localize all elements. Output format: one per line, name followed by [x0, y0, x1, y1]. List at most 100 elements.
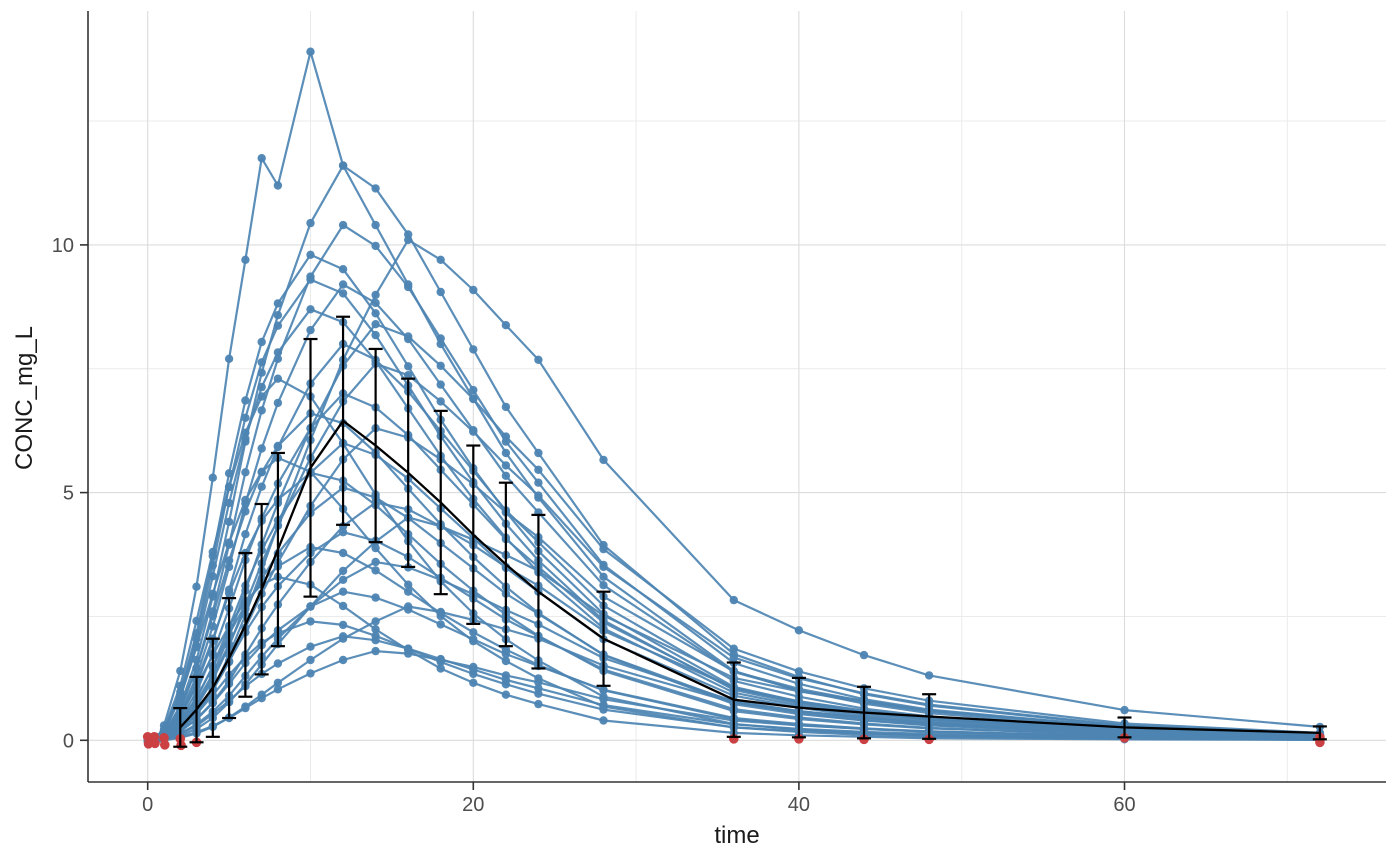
- flagged-observation-point: [160, 740, 170, 750]
- observation-point: [338, 289, 348, 298]
- observation-point: [306, 305, 315, 314]
- observation-point: [273, 321, 283, 330]
- flagged-observation-point: [150, 738, 160, 749]
- observation-point: [257, 467, 266, 476]
- observation-point: [469, 678, 478, 687]
- observation-point: [241, 396, 250, 405]
- observation-point: [534, 478, 543, 487]
- observation-point: [224, 538, 234, 547]
- observation-point: [306, 602, 315, 611]
- observation-point: [273, 348, 283, 357]
- observation-point: [208, 611, 217, 621]
- observation-point: [371, 220, 380, 230]
- observation-point: [501, 432, 511, 441]
- observation-point: [599, 716, 608, 725]
- observation-point: [224, 483, 234, 492]
- observation-point: [599, 581, 608, 590]
- observation-point: [501, 649, 511, 659]
- subject-line: [147, 50, 1320, 742]
- observation-point: [338, 566, 348, 576]
- observation-point: [501, 656, 511, 666]
- observation-point: [371, 593, 380, 602]
- observation-point: [241, 468, 250, 477]
- observation-point: [257, 406, 266, 415]
- observation-point: [1120, 705, 1129, 715]
- observation-point: [599, 455, 608, 465]
- observation-point: [371, 290, 380, 300]
- observation-point: [338, 655, 348, 665]
- observation-point: [192, 582, 201, 591]
- observation-point: [404, 602, 413, 611]
- observation-point: [534, 491, 543, 500]
- observation-point: [224, 498, 234, 508]
- observation-point: [534, 448, 543, 458]
- observation-point: [273, 685, 283, 694]
- observation-point: [599, 572, 608, 581]
- observation-point: [176, 693, 185, 702]
- observation-point: [273, 299, 283, 308]
- flagged-observation-point: [159, 733, 169, 743]
- observation-point: [501, 461, 511, 470]
- x-axis-title: time: [714, 822, 759, 849]
- observation-point: [404, 332, 413, 341]
- observation-point: [273, 678, 283, 687]
- observation-point: [338, 575, 348, 584]
- observation-point: [436, 664, 445, 673]
- observation-point: [241, 507, 250, 516]
- observation-point: [208, 547, 217, 557]
- observation-point: [436, 287, 445, 297]
- observation-point: [436, 334, 445, 343]
- observation-point: [241, 428, 250, 437]
- observation-point: [599, 700, 608, 710]
- observation-point: [469, 345, 478, 354]
- error-bar: [173, 706, 188, 748]
- observation-point: [257, 444, 266, 453]
- mean-and-errorbars: [173, 315, 1327, 748]
- observation-point: [436, 607, 445, 617]
- observation-point: [208, 589, 217, 598]
- observation-point: [404, 362, 413, 371]
- observation-point: [306, 669, 315, 678]
- observation-point: [306, 218, 315, 228]
- observation-point: [534, 699, 543, 709]
- observation-point: [404, 587, 413, 596]
- observation-point: [501, 671, 511, 680]
- observation-point: [241, 495, 250, 505]
- observation-point: [192, 664, 201, 673]
- observation-point: [273, 181, 283, 190]
- observation-point: [501, 690, 511, 699]
- observation-point: [371, 298, 380, 308]
- observation-point: [371, 617, 380, 626]
- observation-point: [338, 548, 348, 558]
- observation-point: [371, 543, 380, 553]
- observation-point: [192, 616, 201, 626]
- observation-point: [469, 662, 478, 672]
- observation-point: [469, 427, 478, 436]
- observation-point: [404, 649, 413, 658]
- x-tick-label: 20: [462, 794, 484, 816]
- observation-point: [306, 617, 315, 626]
- observation-point: [599, 695, 608, 704]
- observation-point: [273, 374, 283, 383]
- observation-point: [436, 397, 445, 406]
- observation-point: [371, 309, 380, 318]
- observation-point: [192, 643, 201, 652]
- observation-point: [599, 544, 608, 554]
- observation-point: [404, 371, 413, 380]
- observation-point: [208, 473, 217, 482]
- observation-point: [794, 626, 804, 635]
- observation-point: [224, 589, 234, 598]
- observation-point: [371, 646, 380, 656]
- observation-point: [338, 265, 348, 274]
- observation-point: [224, 556, 234, 565]
- observation-point: [404, 580, 413, 589]
- observation-point: [306, 47, 315, 56]
- observation-point: [371, 636, 380, 645]
- x-tick-label: 0: [142, 794, 153, 816]
- observation-point: [469, 385, 478, 395]
- observation-point: [241, 255, 250, 264]
- observation-point: [273, 659, 283, 668]
- observation-point: [257, 482, 266, 491]
